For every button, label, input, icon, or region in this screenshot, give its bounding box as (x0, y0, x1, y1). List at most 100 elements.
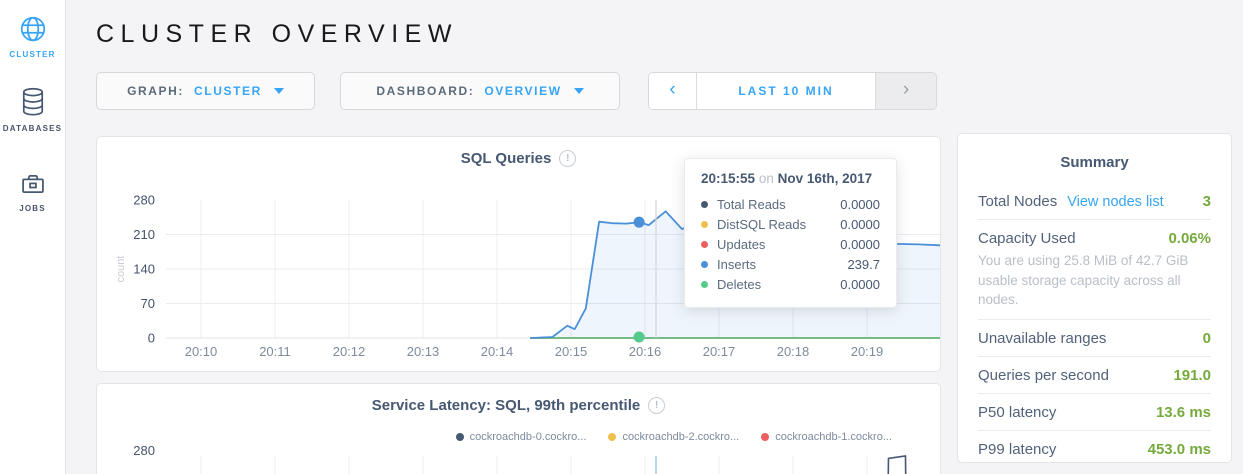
summary-row-value: 0 (1202, 329, 1211, 347)
legend-dot (761, 433, 770, 441)
summary-row-value: 191.0 (1173, 366, 1211, 384)
sidebar: CLUSTER DATABASES JOBS (0, 0, 66, 474)
time-next-button[interactable]: › (876, 73, 936, 109)
summary-row-value: 3 (1202, 193, 1211, 210)
x-tick-label: 20:17 (703, 344, 736, 359)
page-title: CLUSTER OVERVIEW (96, 20, 458, 48)
summary-row-value: 453.0 ms (1147, 440, 1211, 458)
summary-rows: Total Nodes View nodes list 3 Capacity U… (978, 183, 1211, 467)
chevron-down-icon (273, 88, 284, 94)
chevron-down-icon (573, 88, 584, 94)
chart-tooltip: 20:15:55 on Nov 16th, 2017 Total Reads 0… (684, 158, 897, 308)
summary-row: Total Nodes View nodes list 3 (978, 183, 1211, 219)
sidebar-item-databases[interactable]: DATABASES (0, 86, 65, 133)
graph-dropdown-value: CLUSTER (194, 84, 262, 98)
series-value: 0.0000 (840, 236, 880, 252)
graph-dropdown[interactable]: GRAPH: CLUSTER (96, 72, 315, 110)
summary-row: P99 latency 453.0 ms (978, 429, 1211, 467)
series-name: Deletes (717, 276, 762, 292)
time-prev-button[interactable]: ‹ (649, 73, 696, 109)
legend-item[interactable]: cockroachdb-0.cockro... (455, 431, 587, 443)
series-value: 0.0000 (840, 276, 880, 292)
chart-title: SQL Queries ! (97, 150, 940, 167)
x-tick-label: 20:11 (259, 344, 291, 359)
legend-label: cockroachdb-0.cockro... (469, 431, 587, 443)
database-icon (22, 87, 43, 116)
series-dot (701, 200, 708, 208)
summary-row: Unavailable ranges 0 (978, 318, 1211, 356)
series-dot (701, 240, 708, 248)
y-tick-label: 70 (141, 296, 155, 311)
y-tick-label: 210 (133, 227, 155, 242)
sidebar-item-label: DATABASES (2, 124, 63, 133)
summary-row-label: Capacity Used (978, 230, 1076, 247)
summary-row-label: P99 latency (978, 440, 1057, 458)
summary-row-label: Queries per second (978, 366, 1109, 384)
chart-legend: cockroachdb-0.cockro... cockroachdb-2.co… (455, 431, 892, 443)
x-tick-label: 20:10 (185, 344, 218, 359)
y-tick-label: 280 (133, 443, 155, 458)
dashboard-dropdown-label: DASHBOARD: (376, 84, 475, 98)
summary-title: Summary (1060, 154, 1129, 171)
chart-title: Service Latency: SQL, 99th percentile ! (97, 397, 940, 414)
y-tick-label: 0 (148, 331, 155, 346)
tooltip-row: Total Reads 0.0000 (701, 194, 880, 214)
summary-row-label: Total Nodes (978, 193, 1058, 210)
summary-row-label: P50 latency (978, 403, 1057, 421)
summary-row: Queries per second 191.0 (978, 355, 1211, 393)
series-dot (701, 260, 708, 268)
legend-item[interactable]: cockroachdb-2.cockro... (608, 431, 739, 443)
legend-dot (608, 433, 617, 441)
sql-queries-chart-card: SQL Queries ! 0 70 140 210 280 20:10 20:11 20:1… (96, 136, 941, 372)
tooltip-row: Inserts 239.7 (701, 254, 880, 274)
briefcase-icon (21, 174, 44, 194)
summary-row-value: 0.06% (1168, 230, 1211, 247)
sidebar-item-label: CLUSTER (9, 50, 56, 59)
info-icon[interactable]: ! (648, 397, 666, 414)
series-name: Total Reads (717, 196, 786, 212)
x-tick-label: 20:13 (407, 344, 440, 359)
sidebar-item-cluster[interactable]: CLUSTER (0, 14, 65, 59)
chart-title-text: SQL Queries (460, 150, 552, 167)
series-name: Updates (717, 236, 766, 252)
x-tick-label: 20:14 (481, 344, 514, 359)
service-latency-chart-canvas[interactable]: 280 (97, 384, 940, 474)
summary-row: Capacity Used 0.06% You are using 25.8 M… (978, 219, 1211, 319)
legend-dot (455, 433, 464, 441)
x-tick-label: 20:18 (777, 344, 810, 359)
summary-row-subtext: You are using 25.8 MiB of 42.7 GiB usabl… (978, 253, 1189, 308)
series-line-fragment (887, 455, 907, 474)
summary-row-label: Unavailable ranges (978, 329, 1107, 347)
service-latency-chart-card: Service Latency: SQL, 99th percentile ! … (96, 383, 941, 474)
view-nodes-link[interactable]: View nodes list (1067, 194, 1164, 210)
controls-bar: GRAPH: CLUSTER DASHBOARD: OVERVIEW ‹ LAS… (96, 72, 937, 110)
tooltip-row: Updates 0.0000 (701, 234, 880, 254)
time-range-selector: ‹ LAST 10 MIN › (648, 72, 937, 110)
tooltip-timestamp: 20:15:55 on Nov 16th, 2017 (701, 171, 873, 186)
series-value: 0.0000 (840, 216, 880, 232)
summary-row: P50 latency 13.6 ms (978, 392, 1211, 430)
hover-point-deletes (633, 331, 645, 343)
x-tick-label: 20:16 (629, 344, 662, 359)
y-tick-label: 140 (133, 262, 155, 277)
series-value: 0.0000 (840, 196, 880, 212)
tooltip-row: Deletes 0.0000 (701, 274, 880, 294)
tooltip-row: DistSQL Reads 0.0000 (701, 214, 880, 234)
graph-dropdown-label: GRAPH: (127, 84, 185, 98)
summary-panel: Summary Total Nodes View nodes list 3 Ca… (957, 133, 1232, 463)
hover-point-inserts (633, 216, 645, 228)
legend-label: cockroachdb-1.cockro... (775, 431, 892, 443)
legend-item[interactable]: cockroachdb-1.cockro... (761, 431, 892, 443)
y-axis-label: count (115, 256, 127, 283)
sidebar-item-jobs[interactable]: JOBS (0, 170, 65, 213)
time-range-label[interactable]: LAST 10 MIN (696, 73, 876, 109)
summary-row-value: 13.6 ms (1155, 403, 1211, 421)
x-tick-label: 20:12 (333, 344, 366, 359)
x-tick-label: 20:15 (555, 344, 588, 359)
info-icon[interactable]: ! (559, 150, 577, 167)
series-dot (701, 280, 708, 288)
sidebar-item-label: JOBS (19, 204, 46, 213)
dashboard-dropdown[interactable]: DASHBOARD: OVERVIEW (340, 72, 620, 110)
legend-label: cockroachdb-2.cockro... (622, 431, 740, 443)
